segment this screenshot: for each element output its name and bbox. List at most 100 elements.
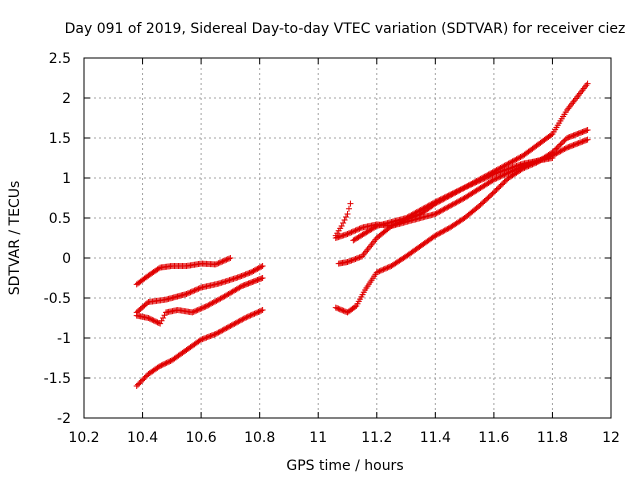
data-point	[449, 190, 456, 197]
data-point	[216, 296, 223, 303]
data-point	[440, 206, 447, 213]
data-point	[355, 226, 362, 233]
data-point	[204, 334, 211, 341]
data-point	[500, 180, 507, 187]
data-point	[481, 175, 488, 182]
data-point	[222, 257, 229, 264]
data-point	[215, 260, 222, 267]
data-point	[199, 336, 206, 343]
data-point	[424, 203, 431, 210]
data-point	[438, 195, 445, 202]
data-point	[213, 297, 220, 304]
data-point	[242, 271, 249, 278]
y-tick-label: 1	[62, 171, 71, 187]
data-point	[211, 331, 218, 338]
data-point	[560, 146, 567, 153]
data-point	[352, 227, 359, 234]
data-point	[465, 182, 472, 189]
data-point	[210, 299, 217, 306]
data-point	[243, 270, 250, 277]
data-point	[432, 211, 439, 217]
data-point	[441, 227, 448, 234]
data-point	[436, 230, 443, 237]
data-point	[246, 313, 253, 320]
data-point	[419, 206, 426, 213]
data-point	[550, 148, 557, 155]
data-point	[162, 360, 169, 367]
data-point	[446, 191, 453, 198]
data-point	[415, 208, 422, 215]
data-point	[158, 362, 165, 369]
data-point	[498, 181, 505, 188]
data-point	[454, 187, 461, 194]
data-point	[353, 226, 360, 233]
data-point	[256, 308, 263, 315]
data-point	[340, 307, 347, 314]
data-point	[432, 232, 439, 239]
data-point	[247, 269, 254, 276]
data-point	[214, 330, 221, 337]
data-point	[421, 204, 428, 211]
data-point	[227, 255, 234, 261]
data-point	[437, 229, 444, 236]
data-point	[254, 309, 261, 316]
data-point	[226, 323, 233, 330]
data-point	[200, 335, 207, 342]
data-point	[194, 286, 201, 293]
data-point	[494, 185, 501, 192]
data-point	[348, 229, 355, 236]
data-point	[412, 209, 419, 216]
data-point	[469, 180, 476, 187]
data-point	[256, 264, 263, 271]
data-point	[458, 196, 465, 203]
data-point	[407, 212, 414, 219]
data-point	[195, 306, 202, 313]
data-point	[462, 183, 469, 190]
data-point	[513, 156, 520, 163]
data-point	[457, 186, 464, 193]
series-track-3	[133, 275, 266, 327]
chart-title: Day 091 of 2019, Sidereal Day-to-day VTE…	[65, 21, 626, 37]
data-point	[138, 377, 145, 384]
data-point	[154, 319, 161, 326]
data-point	[188, 288, 195, 295]
data-point	[381, 265, 388, 272]
data-point	[249, 268, 256, 275]
data-point	[192, 286, 199, 293]
data-point	[343, 214, 350, 220]
data-point	[557, 148, 564, 155]
data-point	[453, 199, 460, 206]
data-point	[355, 254, 362, 261]
data-point	[151, 318, 158, 325]
data-point	[210, 332, 217, 339]
data-point	[223, 256, 230, 263]
data-point	[203, 303, 210, 309]
data-point	[150, 317, 157, 324]
data-point	[153, 318, 160, 325]
x-tick-label: 12	[602, 430, 620, 446]
x-tick-label: 10.4	[127, 430, 158, 446]
data-point	[445, 192, 452, 199]
data-point	[434, 209, 441, 216]
y-axis-label: SDTVAR / TECUs	[7, 181, 23, 296]
data-point	[159, 361, 166, 368]
data-point	[450, 189, 457, 196]
data-point	[512, 156, 519, 163]
data-point	[218, 294, 225, 301]
data-point	[375, 268, 382, 275]
data-point	[558, 147, 565, 154]
data-point	[244, 313, 251, 320]
data-point	[556, 142, 563, 149]
data-point	[553, 145, 560, 152]
data-point	[408, 212, 415, 219]
data-point	[444, 204, 451, 211]
data-point	[137, 379, 144, 385]
data-point	[492, 175, 499, 182]
data-point	[433, 198, 440, 205]
data-point	[453, 188, 460, 195]
data-point	[237, 273, 244, 280]
data-point	[250, 311, 257, 318]
data-point	[206, 333, 213, 340]
data-point	[347, 257, 354, 264]
data-point	[554, 149, 561, 156]
